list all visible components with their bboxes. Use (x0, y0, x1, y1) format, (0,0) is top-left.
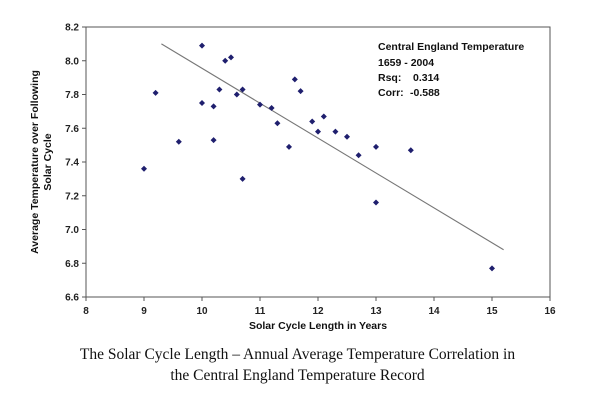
data-point (210, 103, 217, 110)
annotation-rsq-value: 0.314 (413, 72, 439, 84)
annotation-rsq-label: Rsq: (378, 72, 401, 84)
scatter-chart: 6.6 6.8 7.0 7.2 7.4 7.6 7.8 8.0 8.2 8 9 10 11 12 13 14… (29, 23, 556, 333)
data-points (141, 42, 495, 272)
data-point (344, 133, 350, 140)
x-tick-label: 12 (312, 306, 324, 317)
y-tick-label: 6.8 (65, 259, 79, 270)
data-point (216, 86, 223, 93)
plot-area (85, 26, 551, 298)
data-point (228, 54, 234, 61)
x-axis-title: Solar Cycle Length in Years (249, 320, 387, 332)
data-point (274, 120, 281, 127)
data-point (315, 128, 321, 135)
data-point (332, 128, 339, 135)
data-point (257, 101, 263, 108)
data-point (141, 165, 147, 172)
y-axis-ticks: 6.6 6.8 7.0 7.2 7.4 7.6 7.8 8.0 8.2 (65, 23, 86, 304)
y-tick-label: 7.6 (65, 124, 79, 135)
data-point (268, 105, 275, 111)
y-tick-label: 8.0 (65, 56, 79, 67)
x-axis-ticks: 8 9 10 11 12 13 14 15 16 (83, 297, 556, 317)
stats-annotation: Central England Temperature 1659 - 2004 … (378, 41, 524, 99)
y-axis-title-line-2: Solar Cycle (42, 133, 54, 190)
y-axis-title: Average Temperature over Following Solar… (29, 70, 54, 254)
data-point (199, 99, 205, 106)
data-point (239, 175, 246, 182)
x-tick-label: 8 (83, 306, 89, 317)
x-tick-label: 10 (196, 306, 208, 317)
data-point (373, 199, 379, 206)
x-tick-label: 14 (428, 306, 440, 317)
y-tick-label: 7.0 (65, 225, 79, 236)
data-point (373, 143, 379, 150)
x-tick-label: 9 (141, 306, 147, 317)
x-tick-label: 16 (544, 306, 556, 317)
data-point (210, 137, 217, 144)
data-point (233, 91, 240, 98)
data-point (291, 76, 298, 83)
y-tick-label: 6.6 (65, 293, 79, 304)
trendline (161, 43, 504, 251)
y-tick-label: 7.8 (65, 90, 79, 101)
x-tick-label: 15 (486, 306, 498, 317)
y-tick-label: 7.2 (65, 191, 79, 202)
annotation-corr-value: -0.588 (410, 87, 440, 99)
y-tick-label: 7.4 (65, 158, 79, 169)
data-point (407, 147, 414, 154)
data-point (152, 89, 159, 96)
data-point (286, 143, 292, 150)
x-tick-label: 11 (255, 306, 266, 317)
trendline-group (161, 43, 504, 251)
annotation-title: Central England Temperature (378, 41, 524, 53)
y-tick-label: 8.2 (65, 23, 79, 34)
y-axis-title-line-1: Average Temperature over Following (29, 70, 41, 254)
data-point (297, 88, 304, 95)
data-point (355, 152, 362, 159)
x-tick-label: 13 (370, 306, 382, 317)
caption-line-2: the Central England Temperature Record (170, 367, 425, 384)
caption-line-1: The Solar Cycle Length – Annual Average … (79, 346, 516, 363)
data-point (239, 86, 246, 93)
data-point (199, 42, 205, 49)
data-point (309, 118, 316, 125)
annotation-period: 1659 - 2004 (378, 57, 434, 69)
data-point (320, 113, 327, 120)
data-point (175, 138, 182, 145)
data-point (222, 57, 229, 64)
data-point (489, 265, 495, 272)
annotation-corr-label: Corr: (378, 87, 404, 99)
